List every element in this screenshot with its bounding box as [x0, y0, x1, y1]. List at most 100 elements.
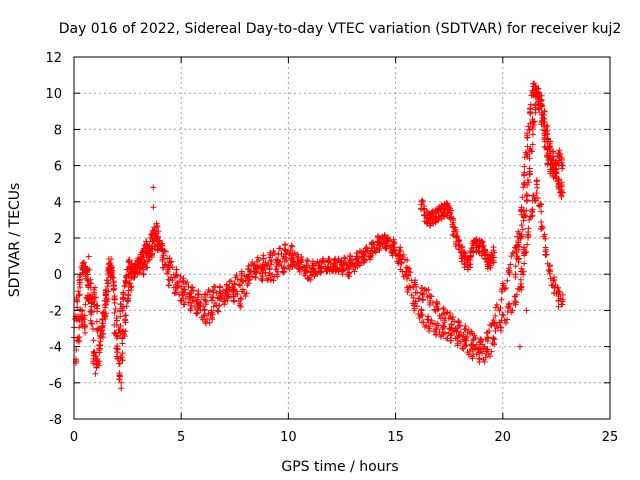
data-point — [446, 310, 453, 317]
data-point — [517, 284, 524, 291]
data-point — [462, 343, 469, 350]
data-point — [216, 302, 223, 309]
data-point — [120, 296, 127, 303]
data-point — [490, 254, 497, 261]
data-point — [96, 347, 103, 354]
data-point — [343, 264, 350, 271]
y-axis-label: SDTVAR / TECUs — [7, 183, 23, 298]
data-point — [465, 351, 472, 358]
data-point — [231, 280, 238, 287]
x-axis-label: GPS time / hours — [281, 459, 398, 475]
data-point — [107, 262, 114, 269]
data-point — [378, 240, 385, 247]
data-point — [123, 303, 130, 310]
data-point — [132, 271, 139, 278]
data-point — [94, 308, 101, 315]
data-point — [437, 315, 444, 322]
data-point — [524, 241, 531, 248]
data-point — [392, 251, 399, 258]
data-point — [529, 89, 536, 96]
data-point — [238, 295, 245, 302]
data-point — [509, 307, 516, 314]
data-point — [360, 259, 367, 266]
data-point — [239, 286, 246, 293]
data-point — [186, 293, 193, 300]
data-point — [524, 134, 531, 141]
data-point — [383, 240, 390, 247]
data-point — [529, 206, 536, 213]
data-point — [412, 298, 419, 305]
data-point — [243, 290, 250, 297]
data-point — [436, 329, 443, 336]
data-point — [432, 218, 439, 225]
data-point — [427, 319, 434, 326]
data-point — [525, 123, 532, 130]
data-point — [351, 268, 358, 275]
data-point — [291, 262, 298, 269]
data-point — [190, 297, 197, 304]
data-point — [440, 324, 447, 331]
data-point — [525, 179, 532, 186]
data-point — [538, 219, 545, 226]
data-point — [274, 273, 281, 280]
data-point — [215, 308, 222, 315]
data-point — [532, 102, 539, 109]
data-point — [102, 302, 109, 309]
data-point — [513, 291, 520, 298]
data-point — [550, 277, 557, 284]
data-point — [209, 311, 216, 318]
data-point — [303, 262, 310, 269]
data-point — [467, 256, 474, 263]
data-point — [526, 126, 533, 133]
data-point — [339, 267, 346, 274]
data-point — [533, 85, 540, 92]
data-point — [533, 190, 540, 197]
data-point — [176, 278, 183, 285]
data-point — [253, 269, 260, 276]
data-point — [118, 379, 125, 386]
data-point — [425, 286, 432, 293]
data-point — [155, 228, 162, 235]
data-point — [111, 282, 118, 289]
data-point — [116, 360, 123, 367]
data-point — [113, 332, 120, 339]
data-point — [90, 337, 97, 344]
data-point — [379, 241, 386, 248]
data-point — [473, 341, 480, 348]
data-point — [490, 317, 497, 324]
data-point — [496, 307, 503, 314]
data-point — [559, 301, 566, 308]
data-point — [275, 261, 282, 268]
data-point — [526, 171, 533, 178]
data-point — [111, 293, 118, 300]
data-point — [490, 244, 497, 251]
data-point — [484, 265, 491, 272]
data-point — [406, 265, 413, 272]
data-point — [518, 204, 525, 211]
data-point — [173, 284, 180, 291]
data-point — [221, 301, 228, 308]
data-point — [156, 237, 163, 244]
data-point — [247, 261, 254, 268]
data-point — [348, 260, 355, 267]
data-point — [515, 256, 522, 263]
data-point — [544, 122, 551, 129]
data-point — [307, 276, 314, 283]
data-point — [213, 289, 220, 296]
data-point — [471, 332, 478, 339]
data-point — [359, 253, 366, 260]
data-point — [529, 126, 536, 133]
data-point — [535, 106, 542, 113]
data-point — [181, 301, 188, 308]
data-point — [520, 271, 527, 278]
y-tick-label: 4 — [54, 196, 62, 211]
data-point — [140, 271, 147, 278]
data-point — [456, 322, 463, 329]
data-point — [224, 297, 231, 304]
data-point — [252, 268, 259, 275]
data-point — [529, 131, 536, 138]
data-point — [174, 285, 181, 292]
data-point — [188, 302, 195, 309]
data-point — [521, 171, 528, 178]
data-point — [372, 248, 379, 255]
